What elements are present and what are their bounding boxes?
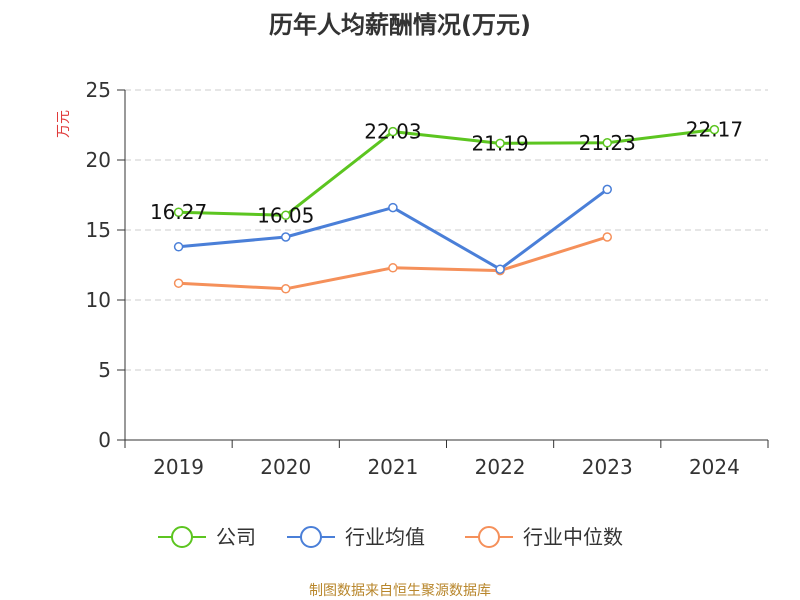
series-line — [177, 235, 609, 291]
y-axis-label: 万元 — [56, 110, 72, 138]
x-tick-label: 2019 — [153, 455, 204, 479]
data-label: 16.27 — [150, 200, 207, 224]
y-tick-label: 5 — [98, 358, 111, 382]
data-point — [495, 138, 505, 149]
legend-item[interactable]: 公司 — [158, 525, 256, 549]
data-label: 21.23 — [579, 131, 636, 155]
legend-label: 行业中位数 — [523, 525, 623, 549]
data-point — [388, 202, 398, 213]
chart-title: 历年人均薪酬情况(万元) — [269, 11, 531, 39]
data-labels: 16.27 16.05 22.03 21.19 21.23 22.17 — [150, 118, 743, 228]
legend-marker-icon — [478, 526, 500, 548]
data-point — [495, 264, 505, 274]
y-tick-label: 25 — [86, 78, 111, 102]
data-point — [602, 138, 612, 148]
data-point — [709, 124, 720, 135]
data-label: 21.19 — [471, 131, 528, 155]
legend-marker-icon — [300, 526, 322, 548]
series-group — [173, 124, 720, 221]
x-tick-label: 2023 — [582, 455, 633, 479]
data-point — [281, 232, 291, 242]
data-point — [173, 242, 184, 252]
data-point — [602, 184, 612, 195]
legend-label: 公司 — [216, 525, 256, 549]
data-point — [602, 232, 612, 242]
data-label: 16.05 — [257, 203, 314, 227]
legend[interactable]: 公司 行业均值 行业中位数 — [158, 525, 623, 549]
data-point — [388, 126, 398, 137]
x-tick-label: 2022 — [475, 455, 526, 479]
y-tick-label: 20 — [86, 148, 111, 172]
y-tick-label: 10 — [86, 288, 111, 312]
data-point — [281, 210, 291, 221]
legend-item[interactable]: 行业中位数 — [465, 525, 623, 549]
data-point — [281, 284, 291, 294]
series-group — [173, 184, 612, 274]
grid-lines — [125, 89, 768, 371]
x-tick-label: 2020 — [260, 455, 311, 479]
y-tick-label: 0 — [98, 428, 111, 452]
axes: 0 5 10 15 20 25 2019 2020 2021 2022 2023 2024 — [86, 78, 769, 479]
legend-marker-icon — [171, 526, 193, 548]
source-note: 制图数据来自恒生聚源数据库 — [309, 583, 491, 599]
data-point — [173, 278, 184, 288]
data-label: 22.17 — [686, 118, 743, 142]
legend-item[interactable]: 行业均值 — [287, 525, 425, 549]
legend-label: 行业均值 — [345, 525, 425, 549]
x-tick-label: 2024 — [689, 455, 740, 479]
series-lines — [173, 124, 720, 294]
series-line — [177, 128, 716, 217]
data-label: 22.03 — [364, 120, 421, 144]
y-tick-label: 15 — [86, 218, 111, 242]
x-tick-label: 2021 — [367, 455, 418, 479]
data-point — [173, 207, 184, 217]
data-point — [388, 263, 398, 273]
